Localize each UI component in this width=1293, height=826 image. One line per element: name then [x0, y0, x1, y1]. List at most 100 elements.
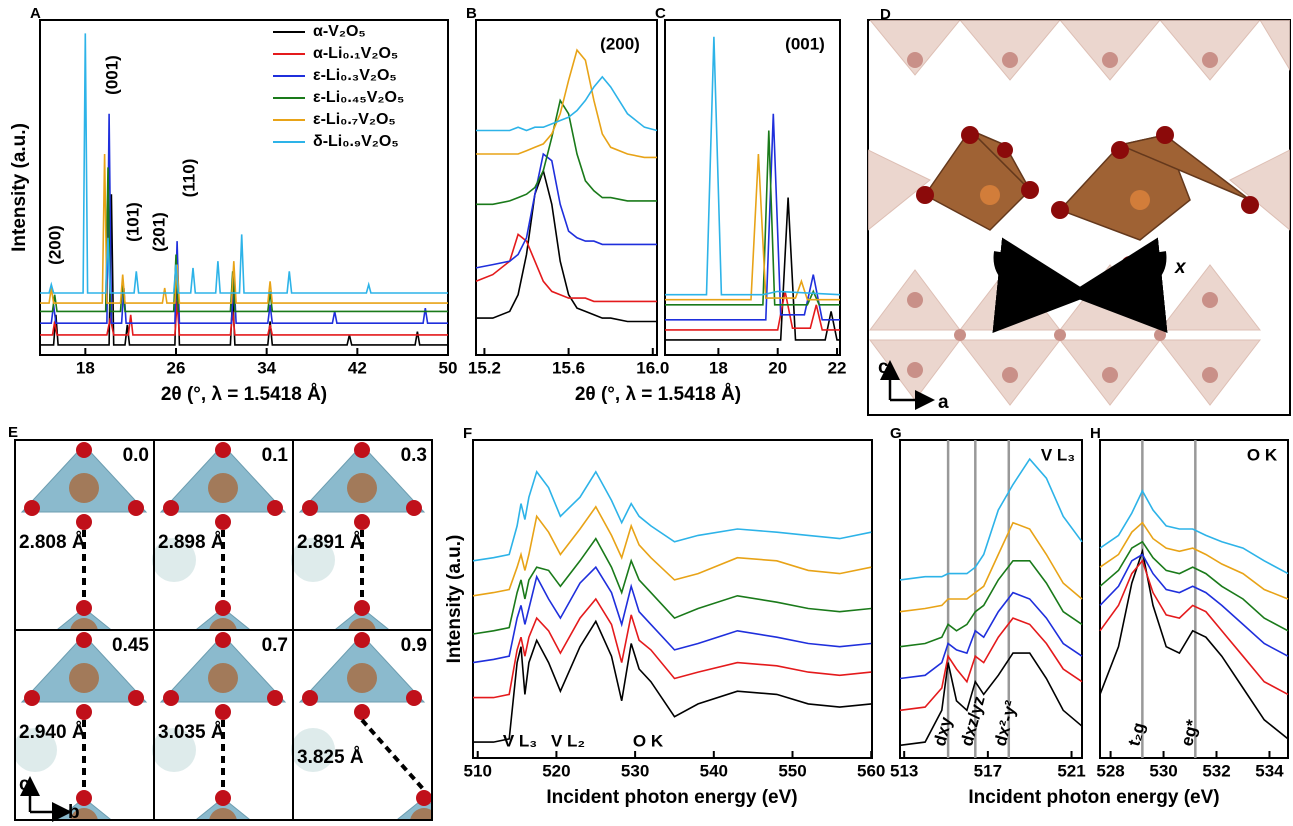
reference-label: dx²-y²	[991, 698, 1021, 748]
o-atom	[416, 790, 432, 806]
spectrum-line	[665, 113, 840, 321]
spectrum-line	[1099, 559, 1289, 696]
o-atom	[76, 600, 92, 616]
lattice	[868, 20, 1290, 406]
x-tick-label: 517	[974, 761, 1002, 780]
o-atom	[354, 632, 370, 648]
x-tick-label: 510	[464, 761, 492, 780]
spectrum-line	[665, 36, 841, 296]
o-atom	[354, 600, 370, 616]
reference-label: dxz/yz	[957, 694, 989, 748]
spectrum-line	[476, 48, 657, 159]
li-content: 0.9	[401, 635, 427, 656]
reference-label: eg*	[1177, 717, 1202, 748]
chart-panel: A 18 26 34 42 50 2θ (°, λ = 1.5418 Å) Intensity…	[9, 5, 457, 405]
chart-panel: B 15.2 15.6 16.0 2θ (°, λ = 1.5418 Å) (200)	[466, 5, 741, 405]
peak-annotation: (001)	[785, 34, 825, 53]
axis-name: a	[938, 392, 949, 413]
x-tick-label: 540	[700, 761, 728, 780]
v-atom	[69, 473, 99, 503]
v-atom	[347, 473, 377, 503]
li-content: 0.1	[262, 445, 289, 466]
x-tick-label: 15.2	[468, 358, 501, 377]
x-tick-label: 42	[348, 358, 367, 377]
x-tick-label: 18	[76, 358, 95, 377]
x-tick-label: 560	[857, 761, 885, 780]
x-tick-label: 513	[890, 761, 918, 780]
panel-label: E	[8, 424, 18, 441]
o-atom	[215, 442, 231, 458]
v-atom	[69, 663, 99, 693]
x-tick-label: 528	[1096, 761, 1124, 780]
axis-name: c	[19, 774, 30, 795]
legend-label: δ-Li₀.₉V₂O₅	[313, 133, 399, 150]
y-axis-label: Intensity (a.u.)	[444, 535, 465, 664]
x-tick-label: 520	[542, 761, 570, 780]
spectrum-line	[472, 505, 872, 597]
panel-label: C	[655, 5, 666, 22]
peak-annotation: (201)	[149, 212, 168, 252]
y-axis-label: Intensity (a.u.)	[9, 123, 30, 252]
o-atom	[24, 500, 40, 516]
plot-frame	[472, 439, 873, 759]
o-atom	[267, 690, 283, 706]
x-tick-label: 34	[257, 358, 276, 377]
x-tick-label: 22	[828, 358, 847, 377]
spectrum-line	[899, 617, 1083, 712]
reference-label: t₂g	[1124, 720, 1148, 748]
o-atom	[128, 500, 144, 516]
plot-frame	[664, 19, 841, 356]
x-tick-label: 530	[1149, 761, 1177, 780]
x-tick-label: 521	[1057, 761, 1085, 780]
spectrum-line	[40, 167, 448, 313]
v-atom	[208, 663, 238, 693]
o-atom	[76, 632, 92, 648]
spectrum-line	[899, 521, 1083, 613]
legend-label: α-V₂O₅	[313, 23, 366, 40]
o-atom	[406, 500, 422, 516]
x-tick-label: 50	[439, 358, 458, 377]
peak-annotation: (101)	[123, 202, 142, 242]
o-atom	[406, 690, 422, 706]
chart-panel: F 510 520 530 540 550 560 Incident photon energ…	[444, 425, 885, 808]
peak-annotation: (110)	[179, 159, 198, 198]
plot-frame	[899, 439, 1083, 759]
reference-label: dxy	[930, 714, 956, 748]
v-atom	[410, 808, 432, 820]
cell-frame	[292, 629, 433, 821]
o-atom	[354, 704, 370, 720]
spectrum-line	[476, 167, 657, 323]
spectrum-line	[899, 560, 1083, 648]
o-atom	[302, 500, 318, 516]
peak-annotation: (200)	[45, 225, 64, 265]
legend-label: ε-Li₀.₃V₂O₅	[313, 67, 397, 84]
li-content: 0.0	[123, 445, 149, 466]
spectrum-line	[473, 619, 872, 743]
o-atom	[163, 500, 179, 516]
spectrum-line	[40, 301, 448, 336]
panel-label: F	[463, 425, 472, 442]
x-tick-label: 530	[621, 761, 649, 780]
x-tick-label: 532	[1202, 761, 1230, 780]
o-atom	[163, 690, 179, 706]
cells	[15, 440, 432, 820]
x-axis-label: 2θ (°, λ = 1.5418 Å)	[575, 384, 741, 405]
spectrum-line	[1099, 553, 1289, 657]
x-axis-label: Incident photon energy (eV)	[546, 787, 797, 808]
spectrum-line	[1099, 489, 1289, 575]
axis-name: c	[878, 357, 889, 378]
bond-distance	[360, 718, 426, 792]
spectrum-line	[40, 194, 448, 346]
axis-name: b	[68, 802, 80, 823]
spectrum-line	[665, 153, 840, 301]
spectrum-line	[476, 75, 658, 132]
spectrum-line	[40, 33, 448, 294]
v-atom	[347, 663, 377, 693]
panel-label: H	[1090, 425, 1101, 442]
o-atom	[24, 690, 40, 706]
spectrum-line	[1099, 548, 1289, 740]
plot-frame	[39, 19, 449, 356]
peak-annotation: (001)	[102, 55, 121, 95]
distance-label: 3.035 Å	[158, 722, 225, 743]
structure-d: D c a x	[867, 6, 1291, 416]
